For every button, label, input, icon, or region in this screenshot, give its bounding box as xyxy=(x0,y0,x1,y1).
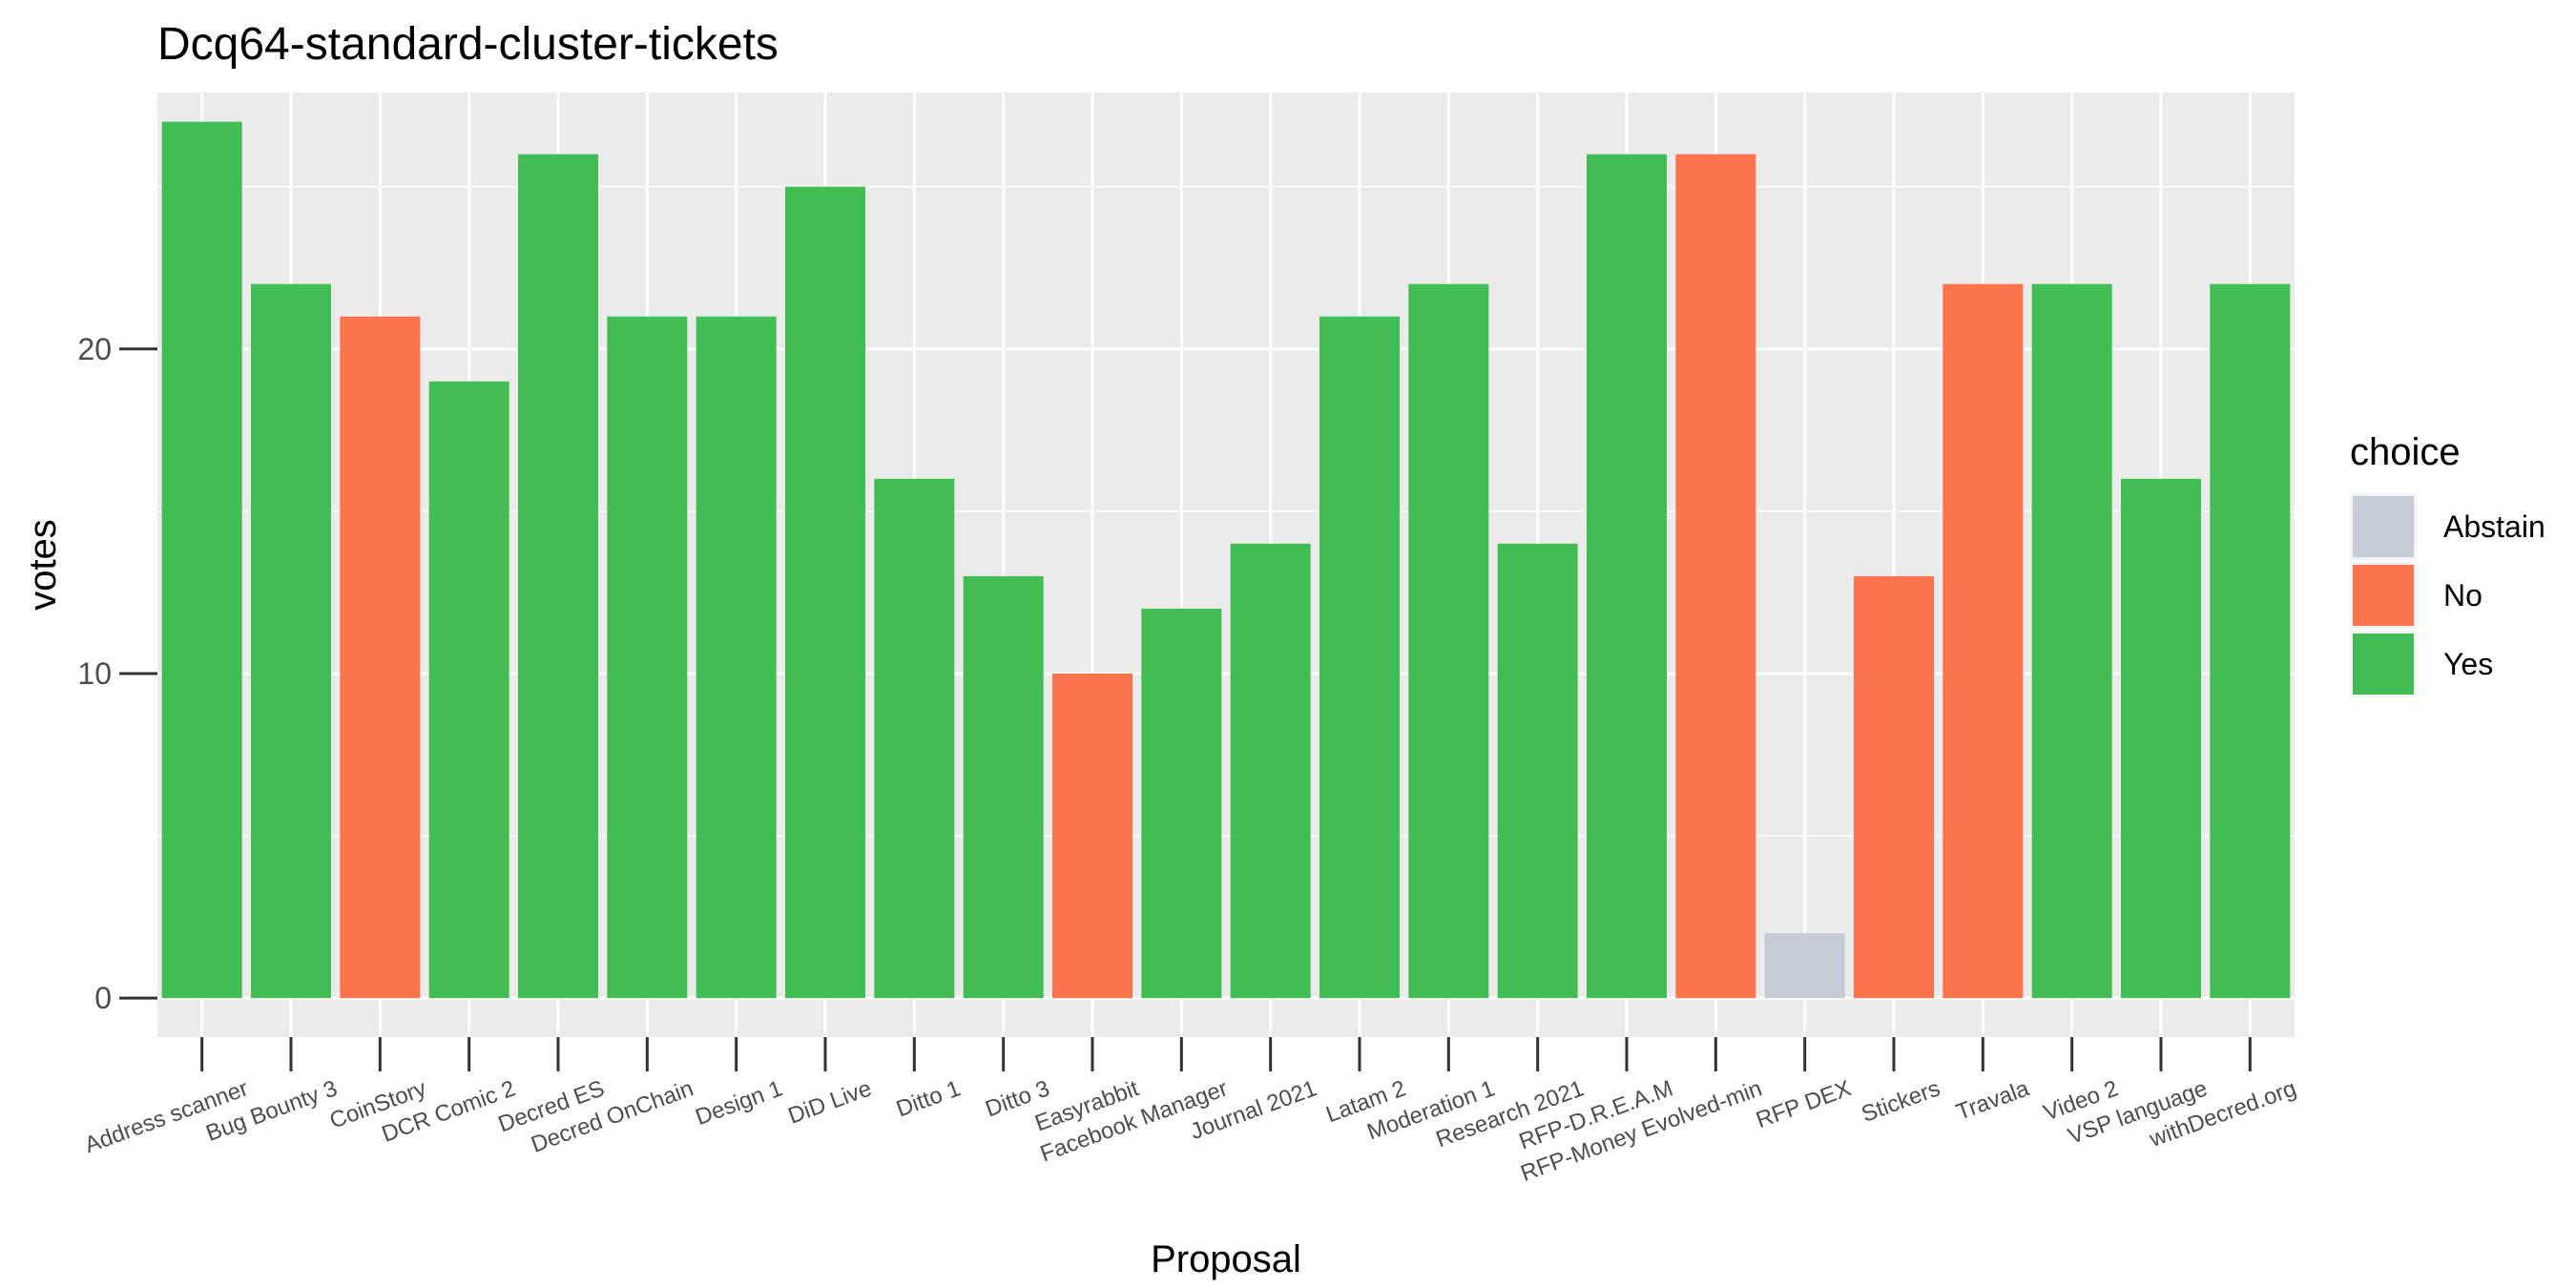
bar xyxy=(785,186,865,999)
y-tick-label: 20 xyxy=(77,332,112,366)
x-tick-label: Stickers xyxy=(1859,1075,1943,1128)
legend-label: Abstain xyxy=(2443,509,2545,544)
bar xyxy=(963,575,1044,999)
y-tick-label: 0 xyxy=(94,981,112,1015)
bar xyxy=(1408,283,1489,999)
x-tick-label: Travala xyxy=(1953,1075,2033,1126)
bar xyxy=(1942,283,2024,999)
bar xyxy=(1052,673,1132,999)
x-tick-label: DiD Live xyxy=(785,1075,875,1129)
legend-title: choice xyxy=(2350,431,2461,473)
y-axis-title: votes xyxy=(22,519,64,611)
bar xyxy=(1141,608,1222,999)
bar xyxy=(251,283,331,999)
bar xyxy=(1854,575,1934,999)
legend-swatch xyxy=(2353,496,2414,557)
plot-panel xyxy=(157,93,2295,1037)
y-tick-label: 10 xyxy=(77,656,112,691)
bar xyxy=(428,381,509,999)
legend-label: No xyxy=(2443,578,2483,613)
bar xyxy=(1764,933,1845,999)
x-axis-title: Proposal xyxy=(1151,1238,1301,1280)
bars xyxy=(161,121,2291,999)
x-tick-label: Ditto 1 xyxy=(893,1075,964,1122)
bar xyxy=(161,121,242,999)
bar xyxy=(1675,154,1756,999)
chart-title: Dcq64-standard-cluster-tickets xyxy=(157,19,779,70)
bar xyxy=(1319,316,1400,999)
bar xyxy=(607,316,688,999)
bar xyxy=(340,316,421,999)
legend-swatch xyxy=(2353,565,2414,626)
y-axis: 0 10 20 xyxy=(77,332,157,1015)
bar xyxy=(518,154,598,999)
bar xyxy=(1230,543,1311,999)
bar xyxy=(2210,283,2291,999)
bar xyxy=(874,478,955,999)
legend: choice Abstain No Yes xyxy=(2350,431,2545,697)
legend-label: Yes xyxy=(2443,647,2493,681)
x-tick-label: RFP DEX xyxy=(1753,1075,1855,1133)
x-tick-label: Design 1 xyxy=(692,1075,785,1131)
bar xyxy=(2031,283,2112,999)
bar xyxy=(1497,543,1578,999)
bar xyxy=(1587,154,1667,999)
bar xyxy=(2121,478,2201,999)
legend-swatch xyxy=(2353,634,2414,695)
bar xyxy=(696,316,777,999)
